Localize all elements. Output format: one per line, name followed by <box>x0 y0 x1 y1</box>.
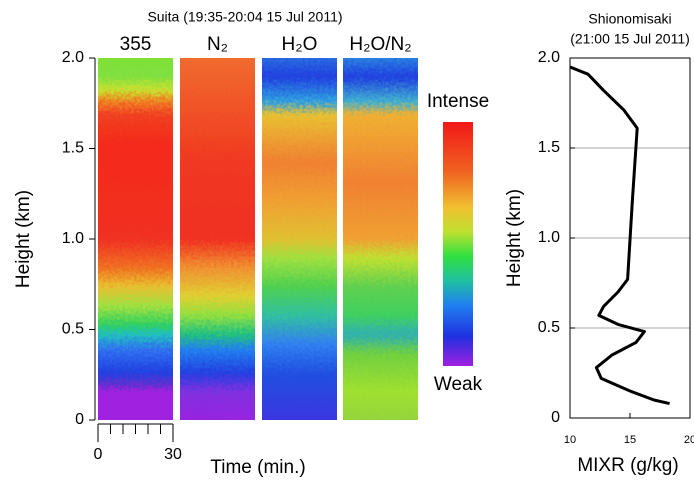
y-axis-label: Height (km) <box>504 189 525 287</box>
profile-line <box>569 65 670 406</box>
x-tick-label: 30 <box>164 446 182 463</box>
x-axis-label: Time (min.) <box>210 457 305 478</box>
y-tick-label: 1.0 <box>62 230 84 247</box>
heatmap-panel <box>98 58 173 420</box>
heatmap-panel <box>262 58 337 420</box>
x-tick-label: 10 <box>564 434 576 446</box>
y-tick-label: 2.0 <box>62 49 84 66</box>
y-axis-label: Height (km) <box>13 190 34 288</box>
heatmap-panel <box>343 58 418 420</box>
plot-frame <box>569 57 691 419</box>
y-tick-label: 1.0 <box>538 229 560 246</box>
y-tick-label: 0.5 <box>62 321 84 338</box>
x-tick-label: 0 <box>94 446 103 463</box>
heatmap-image <box>262 58 337 420</box>
panel-title: H₂O <box>282 34 318 55</box>
heatmap-image <box>98 58 173 420</box>
heatmap-image <box>343 58 418 420</box>
panel-title: N₂ <box>207 34 228 55</box>
profile-title: Shionomisaki <box>588 11 671 27</box>
heatmap-title: Suita (19:35-20:04 15 Jul 2011) <box>147 9 342 25</box>
x-tick-label: 20 <box>684 434 694 446</box>
y-tick-label: 0 <box>551 409 560 426</box>
y-tick-label: 0.5 <box>538 319 560 336</box>
colorbar-scale <box>443 122 473 366</box>
colorbar-low-label: Weak <box>434 374 483 395</box>
colorbar-high-label: Intense <box>427 91 489 112</box>
profile-subtitle: (21:00 15 Jul 2011) <box>570 31 690 47</box>
panel-title: H₂O/N₂ <box>349 34 411 55</box>
y-tick-label: 2.0 <box>538 49 560 66</box>
heatmap-panel <box>180 58 255 420</box>
panel-title: 355 <box>120 34 152 55</box>
y-tick-label: 1.5 <box>62 140 84 157</box>
y-tick-label: 0 <box>75 411 84 428</box>
colorbar: Intense Weak <box>427 91 489 395</box>
x-tick-label: 15 <box>624 434 636 446</box>
y-tick-label: 1.5 <box>538 139 560 156</box>
heatmap-image <box>180 58 255 420</box>
x-axis-label: MIXR (g/kg) <box>577 455 678 476</box>
